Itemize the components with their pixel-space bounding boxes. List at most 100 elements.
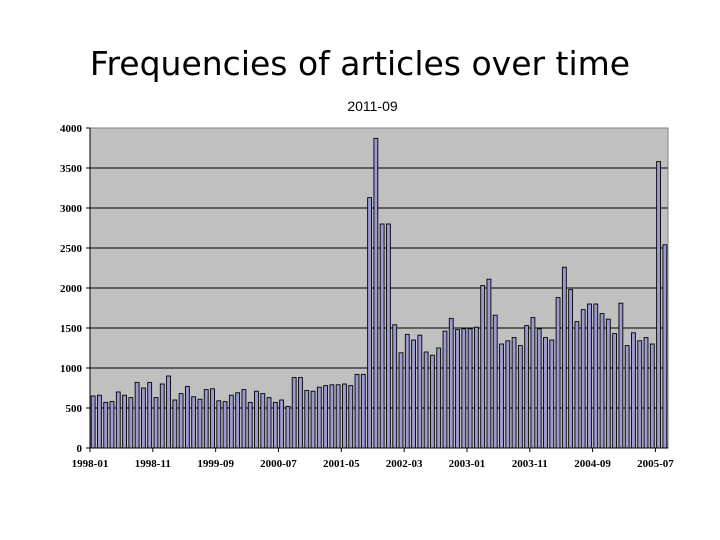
bar [467, 328, 473, 449]
bar [197, 398, 203, 449]
bar [134, 381, 140, 449]
bar [473, 326, 479, 449]
y-tick-labels: 0 500 1000 1500 2000 2500 3000 3500 4000 [60, 123, 90, 455]
bar [191, 396, 197, 449]
bar [411, 339, 416, 449]
bar [291, 377, 297, 449]
bar [241, 389, 247, 449]
bar [367, 197, 372, 449]
x-tick-label: 2004-09 [574, 458, 611, 470]
bar [335, 384, 341, 449]
bar [316, 386, 322, 449]
bar [404, 333, 410, 449]
slide-title: Frequencies of articles over time [89, 44, 631, 83]
bar [656, 161, 661, 449]
bar [128, 397, 134, 449]
bar [455, 329, 460, 449]
bar [373, 137, 379, 449]
bar [279, 399, 285, 449]
y-tick-label: 4000 [60, 123, 83, 135]
bars [90, 137, 668, 449]
y-tick-label: 0 [77, 443, 83, 455]
bar [97, 394, 102, 449]
bar [430, 354, 435, 449]
bar [172, 399, 178, 449]
bar [549, 339, 555, 449]
bar [587, 303, 592, 449]
y-tick-label: 500 [66, 403, 83, 415]
y-tick-label: 1500 [60, 323, 83, 335]
bar [643, 337, 649, 449]
bar [492, 314, 498, 449]
bar [448, 317, 454, 449]
bar [222, 401, 228, 449]
x-tick-label: 2003-01 [449, 458, 486, 470]
bar [530, 317, 536, 449]
bar [555, 297, 561, 449]
bar [304, 389, 310, 449]
bar [360, 373, 366, 449]
bar [499, 343, 504, 449]
bar [461, 328, 467, 449]
x-tick-labels: 1998-01 1998-11 1999-09 2000-07 2001-05 2002-… [72, 448, 674, 470]
y-tick-label: 2500 [60, 243, 83, 255]
bar [210, 388, 215, 449]
x-tick-label: 2005-07 [637, 458, 674, 470]
bar [90, 395, 96, 449]
bar [637, 340, 643, 449]
bar [254, 390, 259, 449]
bar [631, 332, 636, 449]
x-tick-label: 2003-11 [512, 458, 548, 470]
bar [593, 303, 599, 449]
bar [442, 330, 448, 449]
bar [423, 351, 429, 449]
x-tick-label: 1998-11 [135, 458, 171, 470]
bar [517, 345, 523, 449]
bar [543, 337, 548, 449]
x-tick-label: 2001-05 [323, 458, 360, 470]
bar [266, 397, 272, 449]
bar [184, 385, 190, 449]
bar [398, 352, 404, 449]
bar [348, 385, 354, 449]
x-tick-label: 1998-01 [72, 458, 109, 470]
bar [178, 393, 184, 449]
bar [285, 405, 291, 449]
bar [147, 381, 153, 449]
bar [153, 397, 159, 449]
bar [505, 340, 511, 449]
bar [580, 309, 586, 449]
bar [480, 285, 486, 449]
bar [392, 324, 398, 449]
bar [141, 387, 146, 449]
bar [203, 389, 209, 449]
bar [568, 289, 574, 449]
bar [379, 223, 385, 449]
x-tick-label: 2000-07 [260, 458, 297, 470]
bar [235, 392, 241, 449]
bar [159, 383, 165, 449]
bar [574, 321, 580, 449]
bar [612, 333, 617, 449]
y-tick-label: 2000 [60, 283, 83, 295]
bar [272, 401, 278, 449]
y-tick-label: 1000 [60, 363, 83, 375]
bar [103, 401, 109, 449]
bar [599, 313, 605, 449]
bar [618, 302, 624, 449]
bar [115, 391, 121, 449]
bar [662, 244, 668, 449]
bar [536, 328, 542, 449]
bar [342, 383, 347, 449]
chart-subtitle: 2011-09 [347, 98, 398, 114]
x-tick-label: 1999-09 [197, 458, 234, 470]
bar [109, 401, 115, 449]
y-tick-label: 3000 [60, 203, 83, 215]
bar [561, 266, 567, 449]
bar [228, 394, 234, 449]
bar [486, 278, 492, 449]
bar [649, 343, 655, 449]
bar [354, 373, 360, 449]
bar [216, 400, 222, 449]
